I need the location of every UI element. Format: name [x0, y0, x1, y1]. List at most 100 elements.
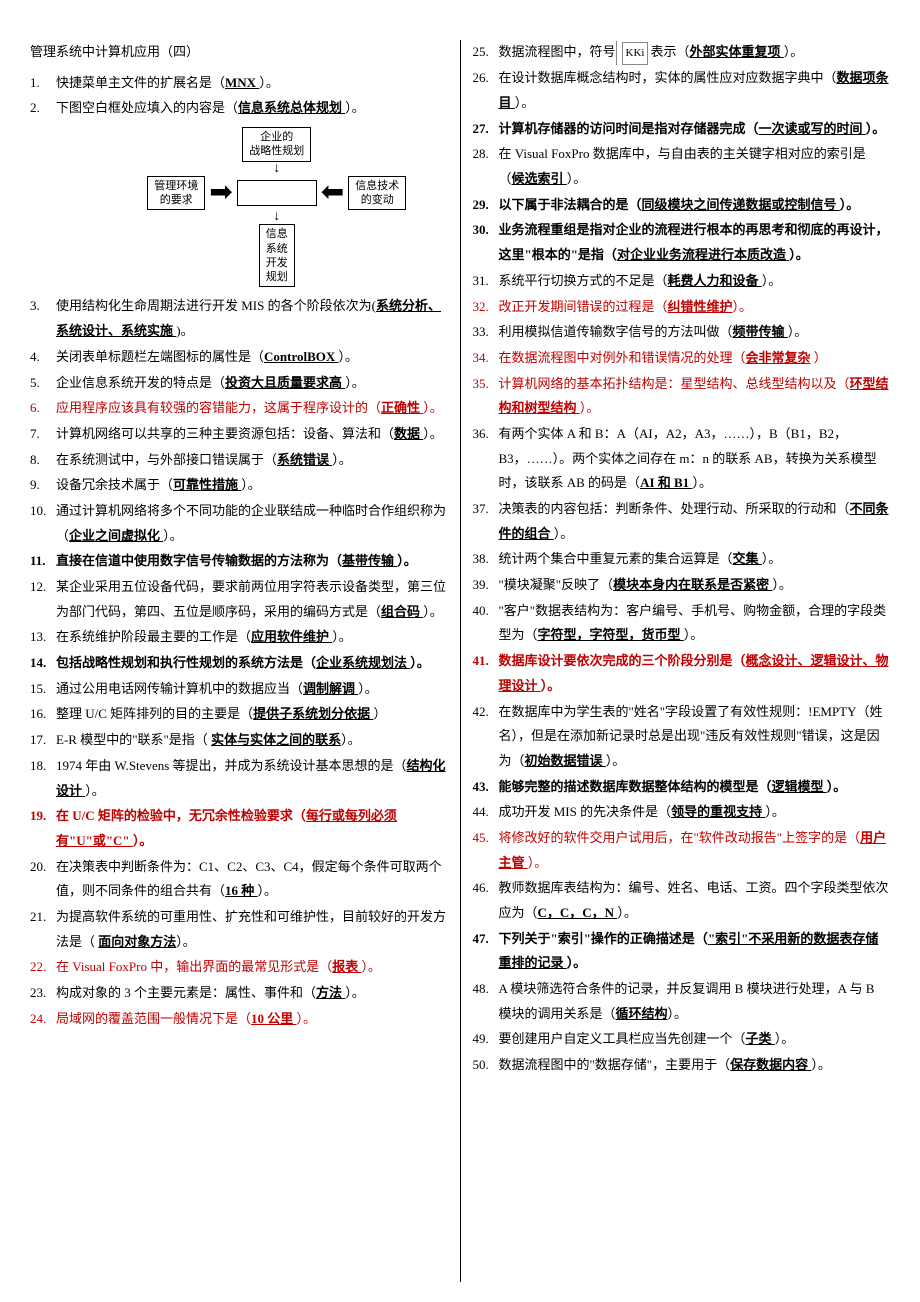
- answer-text: 环型结构和树型结构: [499, 376, 889, 416]
- answer-text: 领导的重视支持: [671, 804, 765, 819]
- question-item: 成功开发 MIS 的先决条件是（领导的重视支持 ）。: [473, 800, 891, 825]
- question-item: 快捷菜单主文件的扩展名是（MNX ）。: [30, 71, 448, 96]
- answer-text: 报表: [332, 959, 361, 974]
- answer-text: 数据: [394, 426, 423, 441]
- question-text: 应用程序应该具有较强的容错能力，这属于程序设计的（正确性 ）。: [56, 396, 448, 421]
- question-text: 在设计数据库概念结构时，实体的属性应对应数据字典中（数据项条目 ）。: [499, 66, 891, 115]
- answer-text: 16 种: [225, 883, 258, 898]
- question-item: 下图空白框处应填入的内容是（信息系统总体规划 ）。 企业的战略性规划 ↓ 管理环…: [30, 96, 448, 293]
- question-text: 将修改好的软件交用户试用后，在"软件改动报告"上签字的是（用户主管 ）。: [499, 826, 891, 875]
- answer-text: 耗费人力和设备: [668, 273, 762, 288]
- question-text: 1974 年由 W.Stevens 等提出，并成为系统设计基本思想的是（结构化设…: [56, 754, 448, 803]
- question-text: 教师数据库表结构为：编号、姓名、电话、工资。四个字段类型依次应为（C，C，C，N…: [499, 876, 891, 925]
- question-item: 应用程序应该具有较强的容错能力，这属于程序设计的（正确性 ）。: [30, 396, 448, 421]
- answer-text: 子类: [746, 1031, 775, 1046]
- question-text: A 模块筛选符合条件的记录，并反复调用 B 模块进行处理，A 与 B 模块的调用…: [499, 977, 891, 1026]
- answer-text: 纠错性维护: [668, 299, 733, 314]
- question-item: A 模块筛选符合条件的记录，并反复调用 B 模块进行处理，A 与 B 模块的调用…: [473, 977, 891, 1026]
- left-column: 管理系统中计算机应用（四） 快捷菜单主文件的扩展名是（MNX ）。下图空白框处应…: [18, 40, 461, 1282]
- question-item: 构成对象的 3 个主要元素是：属性、事件和（方法 ）。: [30, 981, 448, 1006]
- question-item: 利用模拟信道传输数字信号的方法叫做（频带传输 ）。: [473, 320, 891, 345]
- answer-text: 方法: [316, 985, 345, 1000]
- question-text: 整理 U/C 矩阵排列的目的主要是（提供子系统划分依据 ）: [56, 702, 448, 727]
- answer-text: 交集: [733, 551, 762, 566]
- question-item: 通过公用电话网传输计算机中的数据应当（调制解调 ）。: [30, 677, 448, 702]
- question-item: "模块凝聚"反映了（模块本身内在联系是否紧密 ）。: [473, 573, 891, 598]
- question-text: 下图空白框处应填入的内容是（信息系统总体规划 ）。 企业的战略性规划 ↓ 管理环…: [56, 96, 448, 293]
- answer-text: 基带传输: [342, 553, 397, 568]
- answer-text: 提供子系统划分依据: [253, 706, 373, 721]
- answer-text: 正确性: [381, 400, 423, 415]
- question-item: 关闭表单标题栏左端图标的属性是（ControlBOX ）。: [30, 345, 448, 370]
- question-text: 通过公用电话网传输计算机中的数据应当（调制解调 ）。: [56, 677, 448, 702]
- answer-text: ControlBOX: [264, 349, 339, 364]
- question-item: 能够完整的描述数据库数据整体结构的模型是（逻辑模型 ）。: [473, 775, 891, 800]
- question-text: 在 Visual FoxPro 数据库中，与自由表的主关键字相对应的索引是（候选…: [499, 142, 891, 191]
- question-item: 将修改好的软件交用户试用后，在"软件改动报告"上签字的是（用户主管 ）。: [473, 826, 891, 875]
- question-item: 改正开发期间错误的过程是（纠错性维护）。: [473, 295, 891, 320]
- question-text: 通过计算机网络将多个不同功能的企业联结成一种临时合作组织称为（企业之间虚拟化 ）…: [56, 499, 448, 548]
- question-list-left: 快捷菜单主文件的扩展名是（MNX ）。下图空白框处应填入的内容是（信息系统总体规…: [30, 71, 448, 1032]
- flowchart-diagram: 企业的战略性规划 ↓ 管理环境的要求 ➡ ⬅ 信息技术的变动 ↓ 信息系统开发规…: [106, 127, 448, 287]
- question-item: E-R 模型中的"联系"是指（ 实体与实体之间的联系）。: [30, 728, 448, 753]
- answer-text: 应用软件维护: [251, 629, 332, 644]
- question-item: 计算机网络可以共享的三种主要资源包括：设备、算法和（数据 ）。: [30, 422, 448, 447]
- question-item: 在系统测试中，与外部接口错误属于（系统错误 ）。: [30, 448, 448, 473]
- answer-text: 初始数据错误: [525, 753, 606, 768]
- answer-text: 投资大且质量要求高: [225, 375, 345, 390]
- question-text: 能够完整的描述数据库数据整体结构的模型是（逻辑模型 ）。: [499, 775, 891, 800]
- question-text: 系统平行切换方式的不足是（耗费人力和设备 ）。: [499, 269, 891, 294]
- document-title: 管理系统中计算机应用（四）: [30, 40, 448, 65]
- question-text: 业务流程重组是指对企业的流程进行根本的再思考和彻底的再设计，这里"根本的"是指（…: [499, 218, 891, 267]
- answer-text: 结构化设计: [56, 758, 446, 798]
- answer-text: 调制解调: [303, 681, 358, 696]
- question-item: 为提高软件系统的可重用性、扩充性和可维护性，目前较好的开发方法是（ 面向对象方法…: [30, 905, 448, 954]
- question-list-right: 数据流程图中，符号KKi表示（外部实体重复项 ）。在设计数据库概念结构时，实体的…: [473, 40, 891, 1078]
- answer-text: AI 和 B1: [640, 475, 692, 490]
- answer-text: 信息系统总体规划: [238, 100, 345, 115]
- question-item: 计算机网络的基本拓扑结构是：星型结构、总线型结构以及（环型结构和树型结构 ）。: [473, 372, 891, 421]
- question-item: 在数据流程图中对例外和错误情况的处理（会非常复杂 ）: [473, 346, 891, 371]
- question-text: 某企业采用五位设备代码，要求前两位用字符表示设备类型，第三位为部门代码，第四、五…: [56, 575, 448, 624]
- question-item: 包括战略性规划和执行性规划的系统方法是（企业系统规划法 ）。: [30, 651, 448, 676]
- question-text: 在 U/C 矩阵的检验中，无冗余性检验要求（每行或每列必须有"U"或"C" ）。: [56, 804, 448, 853]
- question-item: 在 U/C 矩阵的检验中，无冗余性检验要求（每行或每列必须有"U"或"C" ）。: [30, 804, 448, 853]
- answer-text: C，C，C，N: [538, 905, 618, 920]
- question-item: 计算机存储器的访问时间是指对存储器完成（一次读或写的时间 ）。: [473, 117, 891, 142]
- question-text: 计算机网络可以共享的三种主要资源包括：设备、算法和（数据 ）。: [56, 422, 448, 447]
- question-text: 计算机网络的基本拓扑结构是：星型结构、总线型结构以及（环型结构和树型结构 ）。: [499, 372, 891, 421]
- question-text: 在数据库中为学生表的"姓名"字段设置了有效性规则：!EMPTY（姓名），但是在添…: [499, 700, 891, 774]
- answer-text: 逻辑模型: [772, 779, 827, 794]
- question-item: 统计两个集合中重复元素的集合运算是（交集 ）。: [473, 547, 891, 572]
- question-text: 有两个实体 A 和 B：A（AI，A2，A3，……），B（B1，B2，B3，………: [499, 422, 891, 496]
- question-text: "客户"数据表结构为：客户编号、手机号、购物金额，合理的字段类型为（字符型，字符…: [499, 599, 891, 648]
- question-text: 以下属于非法耦合的是（同级模块之间传递数据或控制信号 ）。: [499, 193, 891, 218]
- question-item: 使用结构化生命周期法进行开发 MIS 的各个阶段依次为(系统分析、系统设计、系统…: [30, 294, 448, 343]
- question-text: 使用结构化生命周期法进行开发 MIS 的各个阶段依次为(系统分析、系统设计、系统…: [56, 294, 448, 343]
- answer-text: 同级模块之间传递数据或控制信号: [642, 197, 840, 212]
- question-text: 局域网的覆盖范围一般情况下是（10 公里 ）。: [56, 1007, 448, 1032]
- answer-text: 每行或每列必须有"U"或"C": [56, 808, 397, 848]
- answer-text: 企业之间虚拟化: [69, 528, 163, 543]
- question-text: 下列关于"索引"操作的正确描述是（"索引"不采用新的数据表存储重排的记录 ）。: [499, 927, 891, 976]
- answer-text: 用户主管: [499, 830, 887, 870]
- question-item: 整理 U/C 矩阵排列的目的主要是（提供子系统划分依据 ）: [30, 702, 448, 727]
- question-text: 成功开发 MIS 的先决条件是（领导的重视支持 ）。: [499, 800, 891, 825]
- answer-text: 数据项条目: [499, 70, 889, 110]
- answer-text: "索引"不采用新的数据表存储重排的记录: [499, 931, 879, 971]
- question-text: 利用模拟信道传输数字信号的方法叫做（频带传输 ）。: [499, 320, 891, 345]
- question-item: 决策表的内容包括：判断条件、处理行动、所采取的行动和（不同条件的组合 ）。: [473, 497, 891, 546]
- question-item: 在决策表中判断条件为：C1、C2、C3、C4，假定每个条件可取两个值，则不同条件…: [30, 855, 448, 904]
- question-text: 数据流程图中的"数据存储"，主要用于（保存数据内容 ）。: [499, 1053, 891, 1078]
- question-item: 局域网的覆盖范围一般情况下是（10 公里 ）。: [30, 1007, 448, 1032]
- answer-text: 外部实体重复项: [689, 44, 783, 59]
- question-text: 改正开发期间错误的过程是（纠错性维护）。: [499, 295, 891, 320]
- answer-text: 面向对象方法: [98, 934, 176, 949]
- question-text: 计算机存储器的访问时间是指对存储器完成（一次读或写的时间 ）。: [499, 117, 891, 142]
- answer-text: 系统分析、系统设计、系统实施: [56, 298, 441, 338]
- question-item: 某企业采用五位设备代码，要求前两位用字符表示设备类型，第三位为部门代码，第四、五…: [30, 575, 448, 624]
- question-text: 为提高软件系统的可重用性、扩充性和可维护性，目前较好的开发方法是（ 面向对象方法…: [56, 905, 448, 954]
- answer-text: 可靠性措施: [173, 477, 241, 492]
- answer-text: 频带传输: [733, 324, 788, 339]
- question-item: 数据流程图中的"数据存储"，主要用于（保存数据内容 ）。: [473, 1053, 891, 1078]
